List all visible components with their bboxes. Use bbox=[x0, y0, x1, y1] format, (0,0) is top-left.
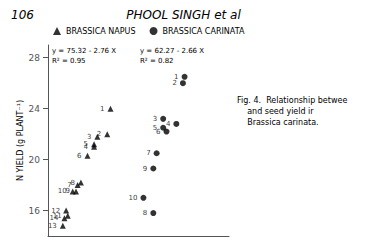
svg-text:5: 5 bbox=[152, 123, 158, 132]
svg-text:16: 16 bbox=[29, 206, 41, 216]
svg-text:2: 2 bbox=[97, 130, 101, 138]
svg-text:24: 24 bbox=[29, 104, 41, 114]
svg-text:8: 8 bbox=[143, 209, 147, 217]
svg-text:3: 3 bbox=[153, 115, 157, 123]
svg-text:1: 1 bbox=[100, 105, 104, 113]
svg-text:N YIELD (g PLANT⁻¹): N YIELD (g PLANT⁻¹) bbox=[16, 100, 25, 181]
svg-text:Brassica carinata.: Brassica carinata. bbox=[237, 118, 319, 127]
svg-text:6: 6 bbox=[77, 152, 82, 160]
svg-text:BRASSICA NAPUS: BRASSICA NAPUS bbox=[66, 27, 136, 36]
svg-text:9: 9 bbox=[65, 187, 70, 196]
svg-text:7: 7 bbox=[146, 149, 150, 157]
svg-text:13: 13 bbox=[48, 222, 57, 230]
svg-text:3: 3 bbox=[86, 132, 92, 141]
svg-text:2: 2 bbox=[172, 79, 176, 87]
svg-text:5: 5 bbox=[84, 140, 88, 148]
svg-text:20: 20 bbox=[29, 155, 41, 165]
svg-text:R² = 0.82: R² = 0.82 bbox=[140, 57, 174, 65]
svg-text:and seed yield ir: and seed yield ir bbox=[237, 107, 314, 116]
svg-text:y = 62.27 - 2.66 X: y = 62.27 - 2.66 X bbox=[140, 47, 204, 55]
svg-text:106: 106 bbox=[11, 8, 34, 22]
svg-text:BRASSICA CARINATA: BRASSICA CARINATA bbox=[163, 27, 245, 36]
svg-text:28: 28 bbox=[29, 53, 41, 63]
svg-text:10: 10 bbox=[58, 187, 67, 195]
svg-text:14: 14 bbox=[50, 214, 59, 222]
svg-text:PHOOL SINGH et al: PHOOL SINGH et al bbox=[126, 8, 241, 22]
svg-text:y = 75.32 - 2.76 X: y = 75.32 - 2.76 X bbox=[52, 47, 116, 55]
svg-text:9: 9 bbox=[143, 165, 147, 173]
svg-text:R² = 0.95: R² = 0.95 bbox=[52, 57, 86, 65]
svg-text:1: 1 bbox=[174, 72, 179, 81]
svg-text:10: 10 bbox=[129, 194, 138, 202]
svg-text:4: 4 bbox=[166, 120, 171, 128]
svg-text:6: 6 bbox=[156, 128, 161, 136]
svg-text:12: 12 bbox=[51, 206, 61, 215]
svg-text:8: 8 bbox=[70, 179, 74, 187]
svg-text:Fig. 4. Relationship betwee: Fig. 4. Relationship betwee bbox=[237, 96, 347, 105]
